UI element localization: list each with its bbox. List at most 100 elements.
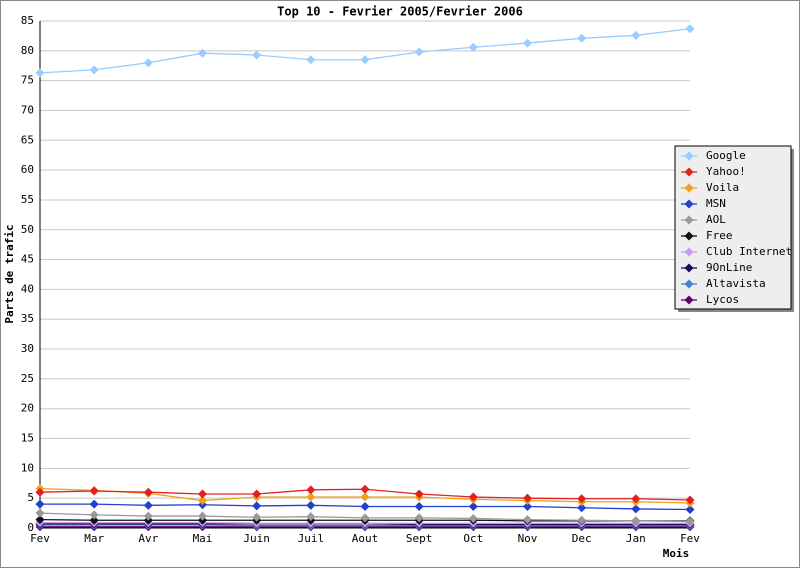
y-tick-label: 55 [21,193,34,206]
y-tick-label: 35 [21,312,34,325]
legend-label: Club Internet [706,245,792,258]
legend-marker [684,167,694,177]
y-axis-label: Parts de trafic [3,224,16,323]
point [252,50,262,60]
point [143,58,153,68]
y-tick-label: 25 [21,372,34,385]
point [631,30,641,40]
legend-label: Yahoo! [706,165,746,178]
point [306,485,316,495]
point [198,48,207,58]
legend-box [674,145,792,310]
point [360,492,370,502]
point [306,55,316,65]
point [414,502,424,512]
x-tick-label: Jan [626,532,646,545]
point [577,503,587,513]
point [35,499,45,509]
x-tick-label: Mar [84,532,104,545]
point [35,515,45,525]
y-tick-label: 85 [21,14,34,27]
point [577,33,587,43]
point [631,504,641,514]
legend-marker [684,199,694,209]
legend-label: Google [706,149,746,162]
point [89,486,99,496]
point [468,502,478,512]
legend-marker [684,183,694,193]
point [89,510,99,520]
legend-label: 9OnLine [706,261,752,274]
y-tick-label: 45 [21,253,34,266]
point [577,515,587,525]
point [631,516,641,526]
y-tick-label: 40 [21,282,34,295]
point [198,511,207,521]
point [35,487,45,497]
point [143,487,153,497]
point [89,65,99,75]
x-tick-label: Oct [463,532,483,545]
point [414,513,424,523]
legend-marker [684,263,694,273]
point [143,500,153,510]
legend-label: AOL [706,213,726,226]
point [35,508,45,518]
x-tick-label: Juil [298,532,325,545]
x-axis-label: Mois [663,547,690,560]
point [252,512,262,522]
point [468,492,478,502]
point [523,38,532,48]
point [685,516,695,526]
point [468,513,478,523]
x-tick-label: Fev [30,532,50,545]
x-tick-label: Mai [193,532,213,545]
y-tick-label: 20 [21,402,34,415]
x-tick-label: Nov [518,532,538,545]
x-tick-label: Sept [406,532,433,545]
point [523,502,532,512]
y-tick-label: 15 [21,432,34,445]
legend-marker [684,279,694,289]
point [360,55,370,65]
point [252,501,262,511]
x-tick-label: Aout [352,532,379,545]
y-tick-label: 0 [27,521,34,534]
y-tick-label: 10 [21,461,34,474]
legend-marker [684,215,694,225]
x-tick-label: Fev [680,532,700,545]
point [198,496,207,506]
point [89,515,99,525]
legend-label: Free [706,229,733,242]
point [414,47,424,57]
x-tick-label: Avr [138,532,158,545]
point [523,515,532,525]
legend-marker [684,151,694,161]
legend-label: Voila [706,181,739,194]
point [306,512,316,522]
point [35,68,45,78]
point [360,513,370,523]
point [631,494,641,504]
point [685,24,695,34]
point [468,42,478,52]
point [306,492,316,502]
y-tick-label: 75 [21,74,34,87]
y-tick-label: 60 [21,163,34,176]
point [252,489,262,499]
point [306,500,316,510]
x-tick-label: Juin [243,532,270,545]
point [143,511,153,521]
y-tick-label: 65 [21,133,34,146]
legend-marker [684,295,694,305]
point [523,493,532,503]
chart-title: Top 10 - Fevrier 2005/Fevrier 2006 [277,5,523,19]
legend-marker [684,231,694,241]
legend-marker [684,247,694,257]
legend-label: Lycos [706,293,739,306]
y-tick-label: 80 [21,44,34,57]
y-tick-label: 30 [21,342,34,355]
y-tick-label: 50 [21,223,34,236]
point [685,495,695,505]
